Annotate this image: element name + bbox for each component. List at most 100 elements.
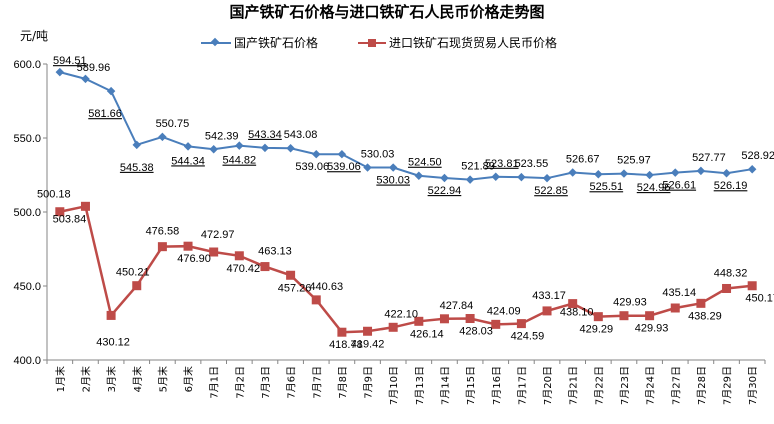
point-import (593, 312, 603, 322)
point-import (619, 311, 629, 321)
point-import (645, 311, 655, 321)
series-line-domestic (59, 71, 753, 181)
x-tick-label: 7月6日 (286, 366, 298, 399)
point-domestic (286, 143, 295, 153)
point-domestic (414, 171, 424, 180)
point-import (542, 306, 552, 316)
data-label-domestic: 523.81 (485, 158, 519, 170)
data-label-import: 428.03 (459, 326, 493, 338)
point-import (209, 247, 219, 257)
data-label-import: 424.09 (487, 305, 521, 317)
point-import (157, 242, 167, 252)
data-label-domestic: 539.06 (295, 161, 329, 173)
point-domestic (517, 172, 526, 182)
point-domestic (209, 145, 218, 154)
point-domestic (440, 173, 449, 183)
data-label-import: 429.93 (635, 323, 669, 335)
data-label-domestic: 543.08 (284, 129, 318, 141)
legend-item-domestic: 国产铁矿石价格 (201, 35, 318, 50)
data-label-import: 429.93 (613, 297, 647, 309)
data-label-domestic: 589.96 (77, 62, 111, 74)
point-import (106, 310, 116, 320)
chart-title: 国产铁矿石价格与进口铁矿石人民币价格走势图 (229, 3, 544, 21)
data-label-domestic: 525.51 (589, 181, 623, 193)
point-import (132, 281, 142, 291)
point-domestic (158, 132, 167, 142)
point-domestic (106, 86, 116, 96)
data-label-import: 472.97 (201, 229, 235, 241)
point-import (363, 326, 373, 336)
point-domestic (594, 170, 603, 179)
data-label-domestic: 594.51 (53, 55, 87, 67)
x-tick-label: 7月10日 (388, 366, 400, 405)
point-import (260, 262, 270, 272)
point-domestic (81, 74, 90, 84)
data-label-import: 435.14 (662, 287, 696, 299)
point-import (414, 316, 424, 326)
x-tick-label: 7月24日 (645, 366, 657, 405)
data-label-import: 418.78 (329, 339, 363, 351)
y-tick-label: 450.0 (13, 281, 41, 293)
data-label-domestic: 545.38 (120, 162, 154, 174)
x-tick-label: 7月28日 (696, 366, 708, 405)
point-domestic (568, 168, 577, 177)
point-import (465, 314, 475, 324)
point-import (183, 241, 193, 251)
data-label-domestic: 581.66 (88, 108, 122, 120)
point-domestic (337, 149, 347, 159)
y-tick-label: 500.0 (13, 207, 41, 219)
markers (55, 67, 757, 337)
data-label-import: 438.29 (688, 310, 722, 322)
data-label-domestic: 550.75 (156, 118, 190, 130)
point-domestic (542, 173, 552, 183)
data-label-domestic: 543.34 (248, 129, 282, 141)
data-label-import: 430.12 (96, 336, 130, 348)
x-tick-label: 7月9日 (363, 366, 375, 399)
point-domestic (132, 140, 141, 150)
data-label-import: 503.84 (53, 213, 87, 225)
legend-label-import: 进口铁矿石现货贸易人民币价格 (389, 35, 557, 50)
data-label-import: 476.58 (146, 226, 180, 238)
data-label-domestic: 530.03 (361, 149, 395, 161)
data-label-import: 433.17 (532, 290, 566, 302)
data-label-domestic: 524.96 (637, 182, 671, 194)
data-label-domestic: 526.19 (714, 180, 748, 192)
point-import (722, 283, 732, 293)
data-label-import: 419.42 (351, 338, 385, 350)
point-domestic (388, 163, 398, 172)
x-tick-label: 7月22日 (593, 366, 605, 405)
point-import (286, 270, 296, 280)
data-label-domestic: 524.50 (408, 157, 442, 169)
x-tick-label: 7月29日 (722, 366, 734, 405)
y-axis-unit: 元/吨 (20, 29, 48, 43)
data-label-domestic: 544.34 (171, 155, 205, 167)
data-label-domestic: 539.06 (327, 161, 361, 173)
point-domestic (619, 169, 629, 178)
point-import (568, 299, 578, 309)
series-line-import (59, 204, 753, 334)
y-tick-label: 600.0 (13, 59, 41, 71)
data-label-import: 450.17 (745, 293, 774, 305)
x-tick-label: 7月20日 (542, 366, 554, 405)
point-import (80, 201, 90, 211)
legend-marker-domestic (210, 37, 220, 47)
x-tick-label: 7月21日 (568, 366, 580, 405)
point-domestic (235, 141, 244, 150)
x-tick-label: 7月15日 (465, 366, 477, 405)
point-import (55, 207, 65, 217)
x-tick-label: 7月8日 (337, 366, 349, 399)
data-label-import: 450.21 (116, 267, 150, 279)
data-label-import: 448.32 (714, 267, 748, 279)
x-tick-label: 7月2日 (234, 366, 246, 399)
data-label-import: 427.84 (440, 300, 474, 312)
x-tick-label: 6月末 (182, 366, 195, 392)
point-import (696, 298, 706, 308)
point-import (516, 319, 526, 329)
x-tick-label: 7月1日 (209, 366, 221, 399)
x-tick-label: 7月13日 (414, 366, 426, 405)
point-domestic (465, 175, 475, 184)
x-tick-label: 7月16日 (491, 366, 503, 405)
point-domestic (363, 163, 372, 172)
data-label-domestic: 522.94 (428, 185, 462, 197)
